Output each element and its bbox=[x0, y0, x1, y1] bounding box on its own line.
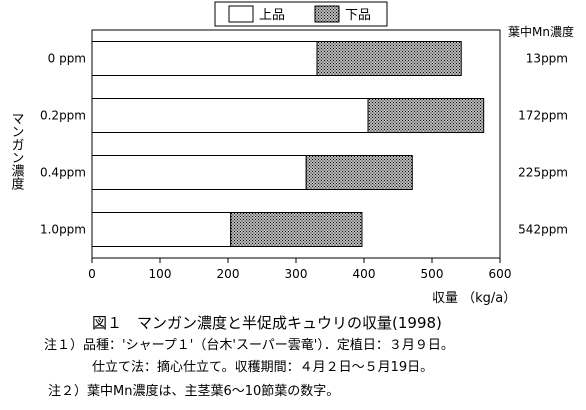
legend-label-lower: 下品 bbox=[345, 8, 371, 23]
bar-upper-0 bbox=[91, 41, 318, 76]
bars-layer bbox=[91, 41, 485, 247]
bar-upper-2 bbox=[91, 155, 307, 190]
bar-upper-3 bbox=[91, 212, 232, 247]
note-1-line-1: 注１）品種：'シャープ１'（台木'スーパー雲竜'）．定植日：３月９日。 bbox=[44, 338, 454, 353]
yield-chart: 上品 下品 葉中Mn濃度 マンガン濃度 0 ppm 0.2ppm 0.4ppm 1.0… bbox=[9, 1, 574, 306]
legend: 上品 下品 bbox=[214, 1, 388, 27]
bar-lower-3 bbox=[230, 212, 363, 247]
right-header: 葉中Mn濃度 bbox=[508, 24, 574, 39]
category-label-3: 1.0ppm bbox=[40, 223, 86, 237]
legend-swatch-lower bbox=[314, 5, 340, 23]
note-1-line-2: 仕立て法：摘心仕立て。収穫期間：４月２日～５月19日。 bbox=[92, 360, 434, 375]
figure-title: 図１ マンガン濃度と半促成キュウリの収量(1998) bbox=[92, 314, 442, 332]
x-tick-label-5: 500 bbox=[421, 267, 444, 281]
category-labels: 0 ppm 0.2ppm 0.4ppm 1.0ppm bbox=[40, 52, 86, 237]
leaf-mn-label-1: 172ppm bbox=[518, 109, 568, 123]
bar-lower-2 bbox=[305, 155, 413, 190]
y-axis-title: マンガン濃度 bbox=[9, 112, 25, 190]
x-tick-label-2: 200 bbox=[217, 267, 240, 281]
category-label-1: 0.2ppm bbox=[40, 109, 86, 123]
legend-swatch-upper bbox=[228, 5, 254, 23]
right-labels: 13ppm 172ppm 225ppm 542ppm bbox=[518, 52, 568, 237]
x-tick-label-4: 400 bbox=[353, 267, 376, 281]
category-label-0: 0 ppm bbox=[48, 52, 86, 66]
leaf-mn-label-0: 13ppm bbox=[526, 52, 568, 66]
x-axis-title: 収量 （kg/a） bbox=[432, 291, 516, 306]
x-tick-label-1: 100 bbox=[149, 267, 172, 281]
legend-label-upper: 上品 bbox=[259, 8, 285, 23]
category-label-2: 0.4ppm bbox=[40, 166, 86, 180]
bar-lower-0 bbox=[316, 41, 462, 76]
x-tick-label-3: 300 bbox=[285, 267, 308, 281]
x-tick-label-0: 0 bbox=[88, 267, 96, 281]
x-tick-label-6: 600 bbox=[489, 267, 512, 281]
leaf-mn-label-2: 225ppm bbox=[518, 166, 568, 180]
leaf-mn-label-3: 542ppm bbox=[518, 223, 568, 237]
x-axis-ticks: 0 100 200 300 400 500 600 bbox=[88, 258, 511, 281]
bar-lower-1 bbox=[367, 98, 485, 133]
bar-upper-1 bbox=[91, 98, 369, 133]
note-2: 注２）葉中Mn濃度は、主茎葉6～10節葉の数字。 bbox=[48, 384, 340, 399]
